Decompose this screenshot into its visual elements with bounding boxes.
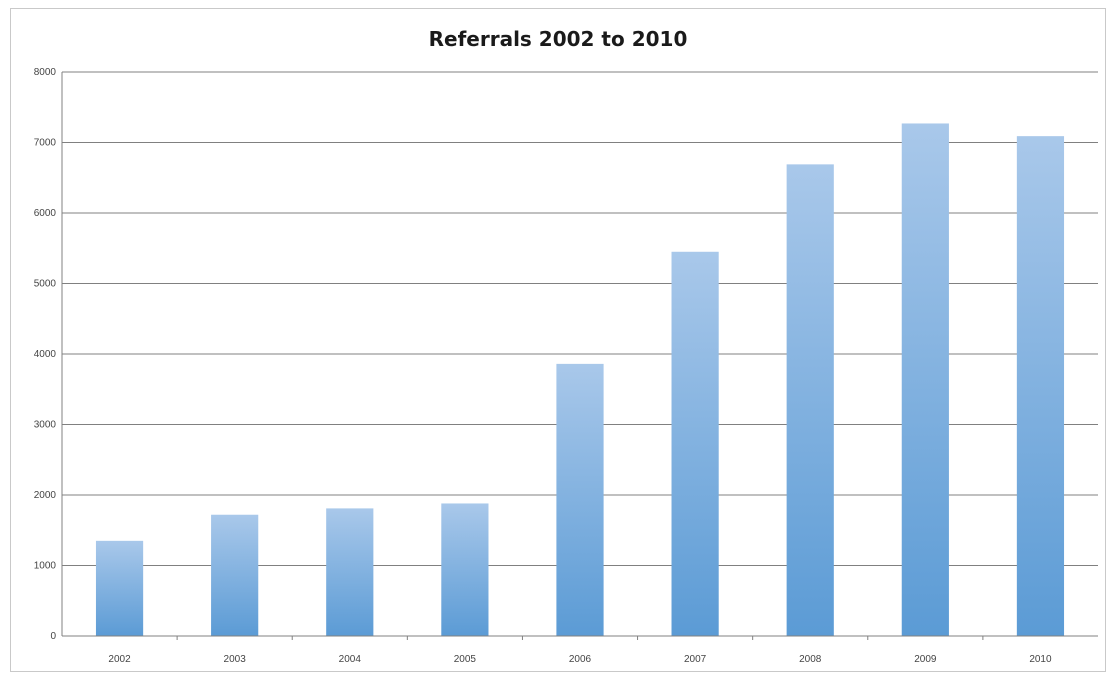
- chart-title: Referrals 2002 to 2010: [428, 27, 688, 51]
- bar-2010: [1016, 136, 1065, 636]
- x-tick-label: 2006: [569, 654, 592, 665]
- y-tick-label: 2000: [34, 490, 57, 501]
- y-tick-labels: 0 1000 2000 3000 4000 5000 6000 7000 8000: [34, 67, 57, 642]
- y-tick-label: 7000: [34, 138, 57, 149]
- x-tick-label: 2004: [339, 654, 362, 665]
- axes: [61, 72, 1098, 640]
- x-tick-label: 2002: [108, 654, 131, 665]
- bar-2005: [441, 503, 489, 636]
- y-tick-label: 5000: [34, 279, 57, 290]
- x-tick-label: 2008: [799, 654, 822, 665]
- bar-2003: [211, 514, 259, 636]
- y-tick-label: 0: [50, 631, 56, 642]
- x-tick-label: 2003: [224, 654, 247, 665]
- bar-2007: [671, 251, 719, 636]
- bars: [95, 123, 1065, 637]
- bar-2002: [95, 540, 144, 636]
- y-tick-label: 6000: [34, 208, 57, 219]
- bar-2006: [556, 363, 604, 636]
- bar-2009: [901, 123, 949, 637]
- x-tick-label: 2005: [454, 654, 477, 665]
- x-tick-labels: 2002 2003 2004 2005 2006 2007 2008 2009 2010: [108, 654, 1052, 665]
- y-tick-label: 8000: [34, 67, 57, 78]
- x-tick-label: 2009: [914, 654, 937, 665]
- bar-2008: [786, 164, 834, 637]
- x-tick-label: 2010: [1029, 654, 1052, 665]
- y-tick-label: 1000: [34, 561, 57, 572]
- y-tick-label: 4000: [34, 349, 57, 360]
- x-tick-label: 2007: [684, 654, 707, 665]
- y-tick-label: 3000: [34, 420, 57, 431]
- bar-2004: [326, 508, 374, 636]
